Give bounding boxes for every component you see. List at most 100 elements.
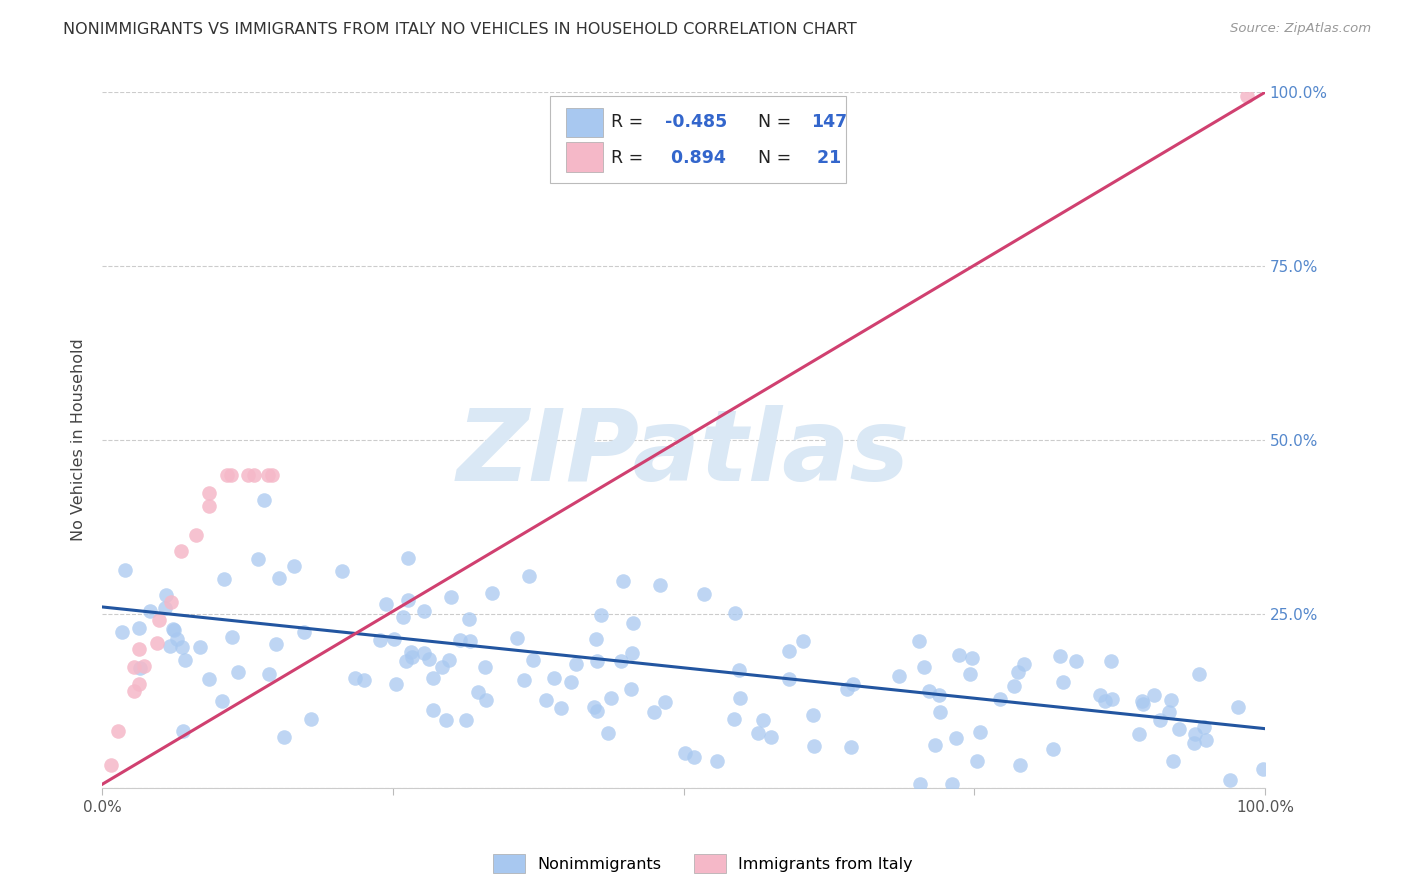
Point xyxy=(1195,733,1218,747)
Point xyxy=(211,694,233,708)
Point xyxy=(1188,667,1211,681)
Point xyxy=(467,685,489,699)
Point xyxy=(648,578,671,592)
Point xyxy=(583,699,606,714)
Point xyxy=(803,739,825,753)
Point xyxy=(1007,665,1029,679)
Point xyxy=(730,691,752,706)
Point xyxy=(586,654,609,668)
Point xyxy=(174,653,197,667)
Point xyxy=(1143,688,1166,702)
Point xyxy=(264,636,287,650)
Point xyxy=(292,624,315,639)
Point xyxy=(929,706,952,720)
Text: N =: N = xyxy=(758,150,797,168)
Point xyxy=(124,683,146,698)
Point xyxy=(1012,657,1035,672)
Point xyxy=(368,633,391,648)
Text: 0.894: 0.894 xyxy=(665,150,725,168)
Point xyxy=(128,621,150,635)
Point xyxy=(100,757,122,772)
Point xyxy=(505,631,527,645)
Point xyxy=(724,607,747,621)
Point xyxy=(260,467,283,482)
Point xyxy=(1168,723,1191,737)
Point xyxy=(148,613,170,627)
Point xyxy=(1049,648,1071,663)
Point xyxy=(928,688,950,702)
Point xyxy=(283,559,305,574)
Point xyxy=(1149,713,1171,727)
Point xyxy=(155,588,177,602)
Point xyxy=(422,703,444,717)
Point xyxy=(198,499,221,513)
Point xyxy=(908,777,931,791)
Point xyxy=(198,672,221,686)
Point xyxy=(221,630,243,644)
Point xyxy=(163,623,186,637)
Point xyxy=(111,625,134,640)
Point xyxy=(988,692,1011,706)
Point xyxy=(517,568,540,582)
Point xyxy=(801,708,824,723)
Point xyxy=(139,604,162,618)
Point xyxy=(162,622,184,636)
Point xyxy=(330,564,353,578)
Point xyxy=(440,590,463,604)
Point xyxy=(728,664,751,678)
Point xyxy=(1088,689,1111,703)
Point xyxy=(969,724,991,739)
Point xyxy=(723,712,745,726)
Point xyxy=(912,659,935,673)
Point xyxy=(778,672,800,686)
FancyBboxPatch shape xyxy=(550,95,846,183)
Point xyxy=(128,642,150,657)
Point xyxy=(413,647,436,661)
Point xyxy=(683,750,706,764)
Point xyxy=(217,467,239,482)
Point xyxy=(693,587,716,601)
Point xyxy=(238,467,260,482)
Point xyxy=(643,705,665,719)
Point xyxy=(747,726,769,740)
Text: NONIMMIGRANTS VS IMMIGRANTS FROM ITALY NO VEHICLES IN HOUSEHOLD CORRELATION CHAR: NONIMMIGRANTS VS IMMIGRANTS FROM ITALY N… xyxy=(63,22,858,37)
Point xyxy=(1101,691,1123,706)
Point xyxy=(751,713,773,727)
Point xyxy=(759,731,782,745)
Point xyxy=(907,634,929,648)
Point xyxy=(474,659,496,673)
Point xyxy=(1157,705,1180,719)
Point xyxy=(924,738,946,752)
Point xyxy=(918,684,941,698)
Point xyxy=(188,640,211,654)
Point xyxy=(422,672,444,686)
Text: Source: ZipAtlas.com: Source: ZipAtlas.com xyxy=(1230,22,1371,36)
Point xyxy=(481,586,503,600)
Point xyxy=(226,665,249,679)
Point xyxy=(842,677,865,691)
Point xyxy=(1192,720,1215,734)
Point xyxy=(586,704,609,718)
Point xyxy=(159,639,181,653)
Point xyxy=(835,681,858,696)
Text: R =: R = xyxy=(612,113,650,131)
FancyBboxPatch shape xyxy=(567,108,603,136)
Point xyxy=(960,650,983,665)
Point xyxy=(1182,736,1205,750)
Text: R =: R = xyxy=(612,150,650,168)
Legend: Nonimmigrants, Immigrants from Italy: Nonimmigrants, Immigrants from Italy xyxy=(486,847,920,880)
Point xyxy=(166,632,188,646)
Point xyxy=(1227,699,1250,714)
Point xyxy=(430,660,453,674)
Point xyxy=(585,632,607,646)
Point xyxy=(454,713,477,727)
Point xyxy=(1130,693,1153,707)
Point xyxy=(1161,754,1184,768)
Point xyxy=(299,712,322,726)
Point xyxy=(945,731,967,746)
Point xyxy=(344,671,367,685)
Point xyxy=(550,701,572,715)
Point xyxy=(418,652,440,666)
Point xyxy=(948,648,970,662)
Point xyxy=(839,740,862,755)
